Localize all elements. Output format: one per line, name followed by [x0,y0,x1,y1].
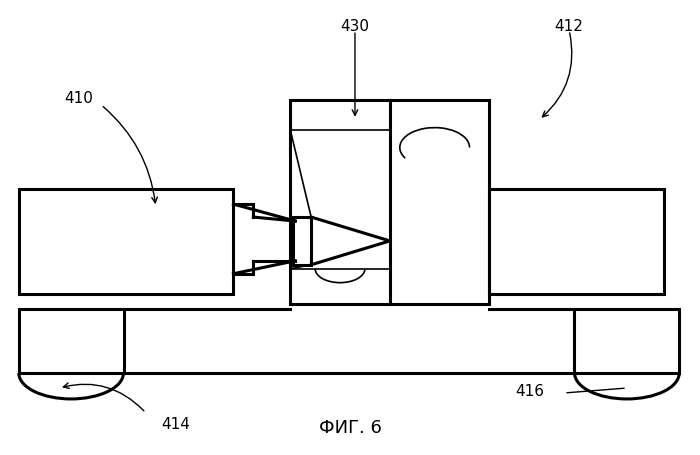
Bar [489,190,664,294]
Text: 430: 430 [340,19,370,34]
Text: 410: 410 [64,91,94,106]
Bar [290,101,489,304]
Text: ФИГ. 6: ФИГ. 6 [318,418,382,436]
Bar [20,190,234,294]
Bar [293,217,312,265]
Text: 412: 412 [554,19,584,34]
Bar [20,309,124,373]
Bar [574,309,679,373]
Text: 414: 414 [161,416,190,431]
Text: 416: 416 [515,383,544,398]
